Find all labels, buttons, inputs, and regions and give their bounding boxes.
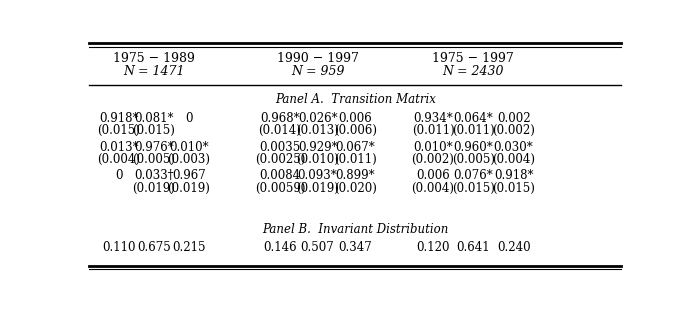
Text: (0.002): (0.002) — [492, 124, 535, 137]
Text: 0.076*: 0.076* — [453, 169, 493, 182]
Text: 0.675: 0.675 — [137, 241, 170, 254]
Text: 0.010*: 0.010* — [413, 141, 453, 154]
Text: 1990 − 1997: 1990 − 1997 — [277, 52, 358, 65]
Text: (0.005): (0.005) — [132, 153, 175, 166]
Text: (0.0025): (0.0025) — [255, 153, 305, 166]
Text: 1975 − 1997: 1975 − 1997 — [432, 52, 514, 65]
Text: 0.641: 0.641 — [457, 241, 490, 254]
Text: 0.240: 0.240 — [497, 241, 530, 254]
Text: (0.011): (0.011) — [334, 153, 376, 166]
Text: (0.005): (0.005) — [452, 153, 495, 166]
Text: 0.976*: 0.976* — [134, 141, 174, 154]
Text: (0.003): (0.003) — [167, 153, 210, 166]
Text: (0.004): (0.004) — [97, 153, 141, 166]
Text: 0: 0 — [185, 112, 193, 125]
Text: (0.004): (0.004) — [492, 153, 535, 166]
Text: (0.010): (0.010) — [296, 153, 339, 166]
Text: 0.030*: 0.030* — [493, 141, 534, 154]
Text: 0.006: 0.006 — [416, 169, 450, 182]
Text: (0.019): (0.019) — [132, 182, 175, 195]
Text: 1975 − 1989: 1975 − 1989 — [113, 52, 195, 65]
Text: 0.918*: 0.918* — [494, 169, 534, 182]
Text: 0.0084: 0.0084 — [259, 169, 301, 182]
Text: 0.899*: 0.899* — [335, 169, 375, 182]
Text: (0.015): (0.015) — [452, 182, 495, 195]
Text: 0.507: 0.507 — [301, 241, 335, 254]
Text: (0.011): (0.011) — [452, 124, 495, 137]
Text: 0.033†: 0.033† — [134, 169, 173, 182]
Text: (0.015): (0.015) — [492, 182, 535, 195]
Text: (0.002): (0.002) — [412, 153, 455, 166]
Text: 0.081*: 0.081* — [134, 112, 173, 125]
Text: 0.347: 0.347 — [338, 241, 372, 254]
Text: (0.015): (0.015) — [98, 124, 140, 137]
Text: (0.011): (0.011) — [412, 124, 455, 137]
Text: 0.934*: 0.934* — [413, 112, 453, 125]
Text: (0.019): (0.019) — [167, 182, 210, 195]
Text: 0.013*: 0.013* — [99, 141, 139, 154]
Text: N = 1471: N = 1471 — [123, 64, 184, 78]
Text: 0.120: 0.120 — [416, 241, 450, 254]
Text: 0.0035: 0.0035 — [259, 141, 301, 154]
Text: 0.026*: 0.026* — [298, 112, 337, 125]
Text: 0.064*: 0.064* — [453, 112, 493, 125]
Text: 0.002: 0.002 — [497, 112, 530, 125]
Text: (0.013): (0.013) — [296, 124, 339, 137]
Text: (0.0059): (0.0059) — [255, 182, 305, 195]
Text: (0.020): (0.020) — [334, 182, 376, 195]
Text: 0.146: 0.146 — [263, 241, 297, 254]
Text: N = 2430: N = 2430 — [443, 64, 504, 78]
Text: (0.014): (0.014) — [258, 124, 301, 137]
Text: 0.067*: 0.067* — [335, 141, 375, 154]
Text: (0.019): (0.019) — [296, 182, 339, 195]
Text: (0.006): (0.006) — [333, 124, 377, 137]
Text: 0.960*: 0.960* — [453, 141, 493, 154]
Text: 0.929*: 0.929* — [298, 141, 337, 154]
Text: Panel B.  Invariant Distribution: Panel B. Invariant Distribution — [262, 223, 448, 236]
Text: 0: 0 — [115, 169, 123, 182]
Text: 0.967: 0.967 — [172, 169, 206, 182]
Text: 0.010*: 0.010* — [169, 141, 209, 154]
Text: Panel A.  Transition Matrix: Panel A. Transition Matrix — [274, 93, 436, 106]
Text: (0.015): (0.015) — [132, 124, 175, 137]
Text: 0.968*: 0.968* — [260, 112, 300, 125]
Text: 0.093*: 0.093* — [298, 169, 337, 182]
Text: 0.918*: 0.918* — [99, 112, 139, 125]
Text: (0.004): (0.004) — [412, 182, 455, 195]
Text: 0.006: 0.006 — [338, 112, 372, 125]
Text: 0.215: 0.215 — [172, 241, 205, 254]
Text: 0.110: 0.110 — [102, 241, 136, 254]
Text: N = 959: N = 959 — [291, 64, 344, 78]
